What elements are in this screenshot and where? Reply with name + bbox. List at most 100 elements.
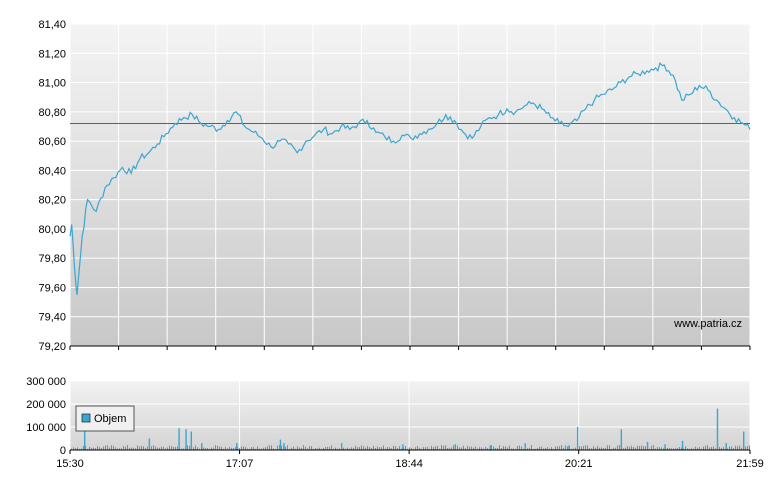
volume-bar-minor (105, 445, 106, 450)
volume-bar-minor (141, 445, 142, 450)
volume-bar-minor (385, 448, 386, 450)
volume-bar-minor (253, 447, 254, 450)
volume-bar-minor (145, 447, 146, 450)
volume-bar-minor (427, 446, 428, 450)
volume-bar-minor (255, 448, 256, 450)
volume-bar-minor (487, 448, 488, 450)
volume-bar-minor (159, 447, 160, 450)
volume-bar-minor (737, 446, 738, 450)
volume-bar-minor (507, 447, 508, 450)
volume-bar-minor (537, 448, 538, 450)
volume-bar-minor (359, 446, 360, 450)
volume-bar-minor (561, 445, 562, 450)
volume-bar-minor (441, 445, 442, 450)
volume-bar (646, 441, 649, 450)
volume-bar-minor (369, 447, 370, 450)
volume-bar-minor (93, 447, 94, 450)
volume-bar-minor (425, 447, 426, 450)
volume-bar-minor (619, 445, 620, 450)
volume-bar-minor (323, 447, 324, 450)
volume-bar-minor (293, 446, 294, 450)
volume-bar-minor (479, 447, 480, 450)
volume-y-tick-label: 100 000 (26, 422, 66, 434)
volume-bar-minor (391, 448, 392, 450)
x-tick-label: 15:30 (56, 458, 84, 470)
volume-bar-minor (599, 447, 600, 450)
volume-bar-minor (317, 448, 318, 450)
volume-bar-minor (215, 445, 216, 450)
volume-bar-minor (171, 446, 172, 450)
volume-bar-minor (173, 446, 174, 450)
volume-bar (576, 427, 579, 450)
volume-bar-minor (725, 448, 726, 450)
volume-bar-minor (287, 445, 288, 450)
volume-bar-minor (431, 445, 432, 450)
volume-bar-minor (711, 446, 712, 450)
volume-bar-minor (547, 447, 548, 450)
volume-bar-minor (379, 447, 380, 450)
volume-x-tick-labels: 15:30 17:07 18:44 20:21 21:59 (56, 450, 764, 470)
volume-bar (664, 444, 666, 450)
volume-bar-minor (709, 447, 710, 450)
volume-bar-minor (315, 448, 316, 450)
volume-bar-minor (445, 445, 446, 450)
volume-bar-minor (107, 445, 108, 450)
volume-bar-minor (511, 448, 512, 450)
volume-bar-minor (419, 447, 420, 450)
volume-bar-minor (205, 448, 206, 450)
volume-bar-minor (285, 446, 286, 450)
volume-bar-minor (277, 445, 278, 450)
volume-bar (340, 443, 343, 450)
volume-bar-minor (689, 448, 690, 450)
volume-bar-minor (611, 448, 612, 450)
volume-bar-minor (147, 446, 148, 450)
volume-bar-minor (83, 446, 84, 450)
volume-bar-minor (437, 445, 438, 450)
volume-bar-minor (143, 446, 144, 450)
volume-bar-minor (451, 447, 452, 450)
volume-bar-minor (475, 446, 476, 450)
volume-bar-minor (741, 447, 742, 450)
volume-bar-minor (187, 445, 188, 450)
volume-bar-minor (127, 445, 128, 450)
volume-bar-minor (411, 447, 412, 450)
volume-bar-minor (661, 447, 662, 450)
volume-bar-minor (677, 447, 678, 450)
volume-bar-minor (583, 445, 584, 450)
volume-bar-minor (329, 446, 330, 450)
volume-bar-minor (381, 447, 382, 450)
volume-bar-minor (503, 446, 504, 450)
volume-bar-minor (663, 448, 664, 450)
volume-bar-minor (249, 448, 250, 450)
volume-bar-minor (167, 447, 168, 450)
volume-bar-minor (745, 446, 746, 450)
volume-bar-minor (721, 448, 722, 450)
volume-bar-minor (609, 445, 610, 450)
volume-bar-minor (169, 445, 170, 450)
volume-bar-minor (219, 446, 220, 450)
volume-bar-minor (707, 445, 708, 450)
volume-bar-minor (259, 448, 260, 450)
x-tick-label: 17:07 (226, 458, 254, 470)
volume-bar-minor (575, 447, 576, 450)
volume-bar-minor (375, 447, 376, 450)
volume-bar-minor (603, 448, 604, 450)
price-y-tick-labels: 81,40 81,20 81,00 80,80 80,60 80,40 80,20 80,00… (38, 19, 66, 353)
volume-bar-minor (199, 448, 200, 450)
volume-bar-minor (719, 446, 720, 450)
volume-bar-minor (103, 446, 104, 450)
volume-bar-minor (295, 448, 296, 450)
volume-bar-minor (85, 445, 86, 450)
volume-bar-minor (367, 446, 368, 450)
volume-bar-minor (163, 446, 164, 450)
volume-bar-minor (679, 447, 680, 450)
volume-bar-minor (109, 447, 110, 450)
volume-bar-minor (111, 445, 112, 450)
legend-swatch (81, 413, 91, 423)
volume-bar-minor (399, 446, 400, 450)
volume-bar-minor (423, 447, 424, 450)
volume-bar-minor (415, 447, 416, 450)
volume-bar-minor (531, 445, 532, 450)
watermark: www.patria.cz (673, 318, 742, 330)
volume-bar-minor (217, 445, 218, 450)
